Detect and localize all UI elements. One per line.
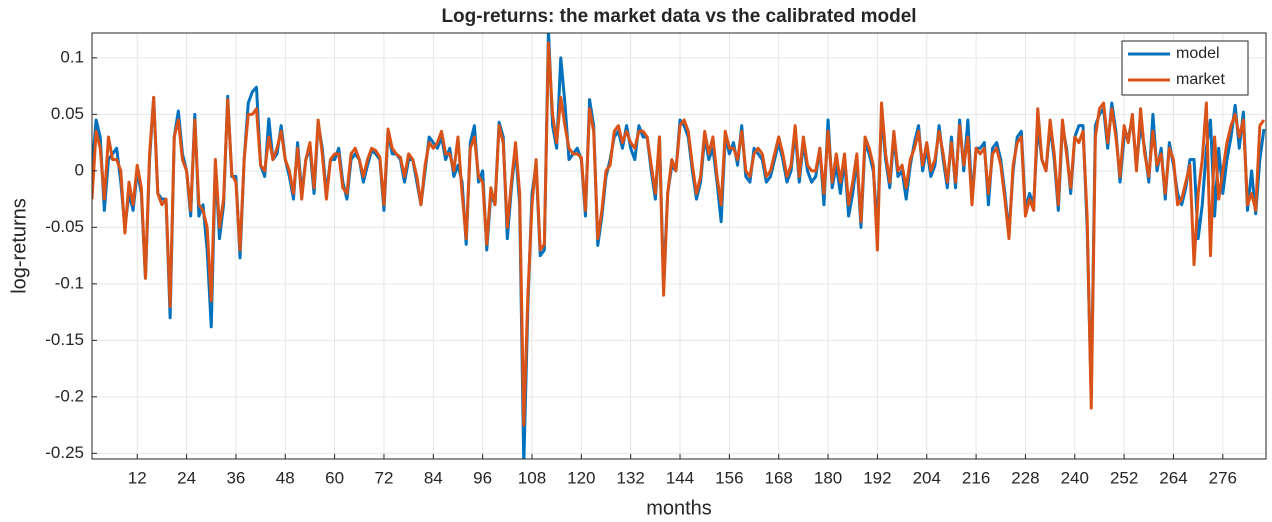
- legend-label: market: [1176, 71, 1225, 88]
- x-tick-label: 180: [814, 468, 842, 487]
- x-tick-label: 264: [1159, 468, 1187, 487]
- y-axis-label: log-returns: [8, 198, 30, 294]
- x-tick-label: 12: [128, 468, 147, 487]
- x-tick-label: 228: [1011, 468, 1039, 487]
- x-tick-label: 84: [424, 468, 443, 487]
- y-tick-label: 0: [75, 160, 84, 179]
- x-tick-label: 168: [765, 468, 793, 487]
- legend-box: [1121, 40, 1249, 96]
- axes-box: [91, 32, 1267, 460]
- x-tick-label: 132: [616, 468, 644, 487]
- legend: model market: [1121, 40, 1249, 96]
- y-tick-label: -0.15: [45, 330, 84, 349]
- y-tick-label: -0.1: [55, 273, 84, 292]
- chart-title: Log-returns: the market data vs the cali…: [441, 6, 916, 27]
- y-tick-label: -0.05: [45, 217, 84, 236]
- x-tick-label: 204: [913, 468, 941, 487]
- series-line: [92, 41, 1266, 427]
- x-tick-label: 60: [325, 468, 344, 487]
- x-tick-label: 192: [863, 468, 891, 487]
- x-tick-label: 120: [567, 468, 595, 487]
- x-tick-label: 276: [1209, 468, 1237, 487]
- x-tick-label: 216: [962, 468, 990, 487]
- x-tick-label: 48: [276, 468, 295, 487]
- legend-label: model: [1176, 45, 1220, 62]
- y-tick-label: -0.25: [45, 443, 84, 462]
- x-tick-label: 144: [666, 468, 694, 487]
- x-tick-label: 72: [374, 468, 393, 487]
- y-tick-label: 0.05: [51, 104, 84, 123]
- x-tick-label: 24: [177, 468, 196, 487]
- y-tick-label: -0.2: [55, 386, 84, 405]
- x-tick-label: 36: [226, 468, 245, 487]
- x-tick-label: 252: [1110, 468, 1138, 487]
- lines: [92, 33, 1266, 459]
- x-tick-label: 156: [715, 468, 743, 487]
- y-tick-label: 0.1: [60, 47, 84, 66]
- x-axis-label: months: [646, 497, 712, 519]
- x-tick-label: 108: [518, 468, 546, 487]
- x-tick-label: 96: [473, 468, 492, 487]
- plot-area: [92, 33, 1266, 459]
- x-tick-label: 240: [1061, 468, 1089, 487]
